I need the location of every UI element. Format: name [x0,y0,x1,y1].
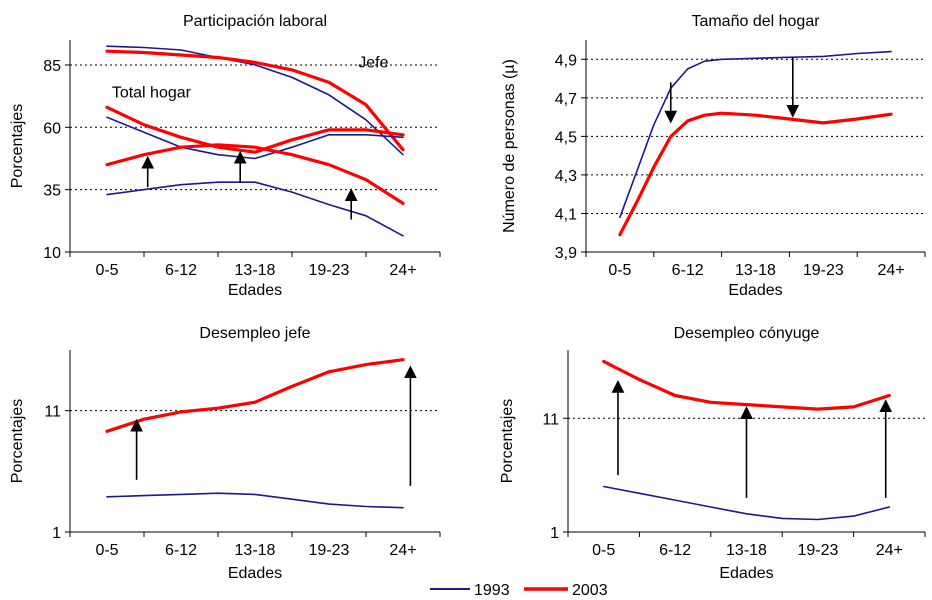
series-line-2003-5 [105,143,405,205]
x-tick-label: 0-5 [608,262,631,279]
x-tick-label: 0-5 [95,262,118,279]
y-axis-label: Porcentajes [9,399,26,484]
x-tick-label: 24+ [878,262,905,279]
x-tick-label: 24+ [389,542,416,559]
y-tick-label: 4,3 [555,168,577,185]
chart-title: Desempleo cónyuge [674,325,820,342]
x-tick-label: 13-18 [735,262,776,279]
chart-title: Tamaño del hogar [691,13,820,30]
y-tick-label: 4,1 [555,206,577,223]
y-tick-label: 4,7 [555,91,577,108]
series-line-1993-1 [106,492,404,509]
legend: 1993 2003 [430,582,608,599]
y-tick-label: 10 [43,245,61,262]
x-tick-label: 6-12 [165,542,197,559]
x-tick-label: 19-23 [309,262,350,279]
y-tick-label: 1 [550,525,559,542]
y-tick-label: 11 [44,404,61,421]
y-tick-label: 4,9 [555,52,577,69]
x-axis-label: Edades [728,282,782,299]
x-tick-label: 13-18 [235,262,276,279]
y-tick-label: 85 [43,58,61,75]
series-line-2003-2 [105,49,405,152]
x-tick-label: 13-18 [235,542,276,559]
x-tick-label: 24+ [389,262,416,279]
x-tick-label: 0-5 [95,542,118,559]
x-tick-label: 6-12 [165,262,197,279]
x-tick-label: 24+ [876,542,903,559]
y-axis-label: Porcentajes [499,399,516,484]
x-tick-label: 6-12 [672,262,704,279]
legend-label-1993: 1993 [474,582,510,599]
series-line-1993-1 [619,50,892,219]
y-tick-label: 60 [43,120,61,137]
y-tick-label: 3,9 [555,245,577,262]
chart-tamano-hogar: Tamaño del hogar 3,9 4,1 4,3 4,5 4,7 4,9 0-5 6-1… [501,13,926,299]
annotation-total-hogar: Total hogar [112,84,192,101]
x-axis-label: Edades [228,282,282,299]
series-line-2003-2 [105,358,405,433]
x-tick-label: 0-5 [592,542,615,559]
x-tick-label: 13-18 [726,542,767,559]
x-tick-label: 19-23 [797,542,838,559]
series-line-1993-6 [106,181,404,237]
series-line-2003-2 [618,111,893,237]
series-line-2003-4 [105,105,405,154]
series-line-1993-3 [106,116,404,160]
x-tick-label: 19-23 [309,542,350,559]
y-tick-label: 11 [542,411,559,428]
legend-label-2003: 2003 [572,582,608,599]
chart-participacion-laboral: Participación laboral 10 35 60 85 0-5 6-12 13-1… [9,13,441,299]
x-axis-label: Edades [228,565,282,582]
y-tick-label: 35 [43,183,61,200]
x-tick-label: 19-23 [803,262,844,279]
chart-title: Participación laboral [183,13,327,30]
chart-title: Desempleo jefe [199,325,310,342]
y-tick-label: 1 [52,525,61,542]
y-tick-label: 4,5 [555,129,577,146]
series-line-1993-1 [106,45,404,156]
x-tick-label: 6-12 [659,542,691,559]
series-line-2003-2 [602,359,891,411]
annotation-jefe: Jefe [358,54,388,71]
series-line-1993-1 [602,485,891,521]
y-axis-label: Número de personas (µ) [501,59,518,233]
x-axis-label: Edades [719,565,773,582]
y-axis-label: Porcentajes [9,104,26,189]
